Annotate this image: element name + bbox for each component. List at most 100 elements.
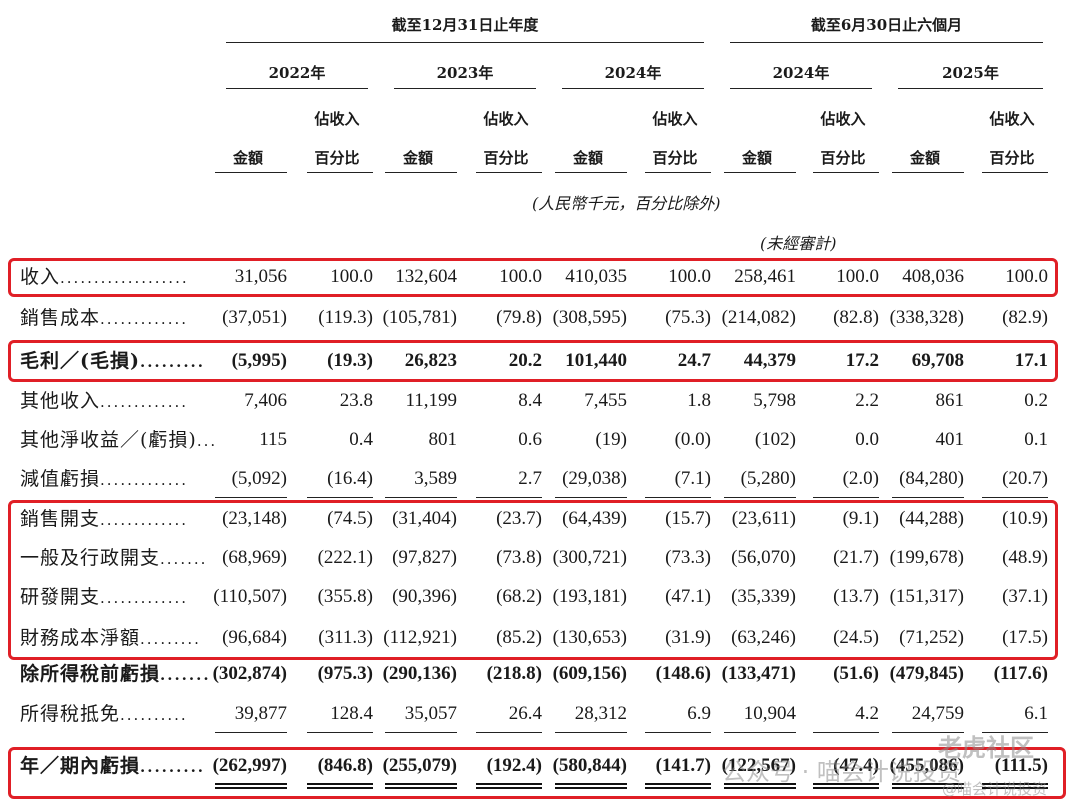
- percent-cell: (82.9): [1002, 307, 1048, 328]
- percent-cell: (47.4): [833, 755, 879, 776]
- unaudited-note: (未經審計): [760, 234, 837, 253]
- amount-cell: (338,328): [889, 307, 964, 328]
- amount-cell: (97,827): [392, 547, 457, 568]
- double-underline: [724, 783, 796, 789]
- amount-cell: 132,604: [395, 266, 457, 287]
- watermark-wechat: 公众号 · 喵会计说投资: [722, 758, 961, 786]
- amount-cell: (112,921): [383, 627, 457, 648]
- percent-cell: (111.5): [994, 755, 1048, 776]
- amount-cell: 31,056: [234, 266, 287, 287]
- amount-cell: (193,181): [552, 586, 627, 607]
- watermark-community: 老虎社区: [938, 734, 1034, 762]
- double-underline: [982, 783, 1048, 789]
- amount-cell: (68,969): [222, 547, 287, 568]
- subheader-rule: [476, 172, 542, 173]
- percent-cell: (119.3): [318, 307, 373, 328]
- percent-cell: 100.0: [499, 266, 542, 287]
- amount-cell: (102): [754, 429, 796, 450]
- percent-cell: 17.2: [845, 350, 879, 371]
- percent-cell: 1.8: [687, 390, 711, 411]
- dot-leader: .............: [100, 393, 189, 411]
- percent-cell: (85.2): [496, 627, 542, 648]
- header-rule: [730, 88, 872, 89]
- amount-cell: (110,507): [213, 586, 287, 607]
- header-rule: [394, 88, 536, 89]
- period-header-interim: 截至6月30日止六個月: [810, 16, 963, 34]
- percent-cell: (117.6): [993, 663, 1048, 684]
- subheader-rule: [724, 172, 796, 173]
- total-underline: [724, 732, 796, 733]
- dot-leader: ...: [196, 432, 218, 450]
- pct-header-line1: 佔收入: [483, 110, 529, 128]
- amount-cell: (214,082): [721, 307, 796, 328]
- amount-cell: 3,589: [414, 468, 457, 489]
- amount-cell: 10,904: [743, 703, 796, 724]
- total-underline: [476, 497, 542, 498]
- row-label-text: 其他收入: [20, 390, 101, 412]
- total-underline: [645, 732, 711, 733]
- percent-cell: 8.4: [518, 390, 542, 411]
- amount-cell: (609,156): [552, 663, 627, 684]
- total-underline: [555, 732, 627, 733]
- amount-cell: (44,288): [899, 508, 964, 529]
- dot-leader: .........: [139, 353, 205, 371]
- percent-cell: (31.9): [665, 627, 711, 648]
- dot-leader: .............: [100, 589, 189, 607]
- row-label-text: 其他淨收益／(虧損): [20, 429, 197, 451]
- pct-header-line2: 百分比: [820, 149, 866, 167]
- row-label-text: 年／期內虧損: [20, 755, 141, 777]
- row-label-text: 除所得稅前虧損: [20, 663, 161, 685]
- amount-cell: 28,312: [574, 703, 627, 724]
- table-row: 其他淨收益／(虧損)... 115 0.4 801 0.6 (19) (0.0) (102) 0…: [0, 421, 1080, 459]
- row-label-text: 銷售成本: [20, 307, 101, 329]
- amount-cell: 401: [935, 429, 965, 450]
- table-row: 減值虧損............. (5,092) (16.4) 3,589 2.7 (2…: [0, 460, 1080, 498]
- total-underline: [215, 497, 287, 498]
- dot-leader: .........: [140, 758, 206, 776]
- percent-cell: 4.2: [855, 703, 879, 724]
- amount-cell: (5,995): [231, 350, 287, 371]
- row-label: 毛利／(毛損).........: [20, 342, 205, 381]
- header-rule: [226, 42, 704, 43]
- percent-cell: (222.1): [317, 547, 373, 568]
- percent-cell: (846.8): [317, 755, 373, 776]
- period-header-annual: 截至12月31日止年度: [391, 16, 539, 34]
- subheader-rule: [982, 172, 1048, 173]
- amount-cell: (56,070): [731, 547, 796, 568]
- percent-cell: (82.8): [833, 307, 879, 328]
- amount-cell: 115: [259, 429, 287, 450]
- amount-cell: 258,461: [734, 266, 796, 287]
- amount-cell: (580,844): [552, 755, 627, 776]
- percent-cell: 100.0: [1005, 266, 1048, 287]
- total-underline: [892, 497, 964, 498]
- year-header: 2022年: [268, 64, 326, 82]
- double-underline: [307, 783, 373, 789]
- amount-cell: (90,396): [392, 586, 457, 607]
- percent-cell: 20.2: [508, 350, 542, 371]
- total-underline: [813, 732, 879, 733]
- percent-cell: (16.4): [327, 468, 373, 489]
- amount-cell: (455,086): [889, 755, 964, 776]
- subheader-rule: [892, 172, 964, 173]
- dot-leader: .............: [100, 471, 189, 489]
- row-label: 財務成本淨額.........: [20, 619, 201, 658]
- header-rule: [562, 88, 704, 89]
- percent-cell: (17.5): [1002, 627, 1048, 648]
- pct-header-line2: 百分比: [652, 149, 698, 167]
- amount-header: 金額: [402, 149, 433, 167]
- amount-cell: 861: [935, 390, 965, 411]
- total-underline: [982, 732, 1048, 733]
- table-row: 年／期內虧損......... (262,997) (846.8) (255,079)…: [0, 747, 1080, 789]
- amount-cell: (290,136): [382, 663, 457, 684]
- percent-cell: (68.2): [496, 586, 542, 607]
- amount-header: 金額: [741, 149, 772, 167]
- percent-cell: 17.1: [1014, 350, 1048, 371]
- percent-cell: 100.0: [330, 266, 373, 287]
- pct-header-line1: 佔收入: [314, 110, 360, 128]
- table-row: 毛利／(毛損)......... (5,995) (19.3) 26,823 20.2 1…: [0, 342, 1080, 380]
- amount-cell: (479,845): [889, 663, 964, 684]
- amount-cell: 7,455: [584, 390, 627, 411]
- percent-cell: (48.9): [1002, 547, 1048, 568]
- percent-cell: 23.8: [339, 390, 373, 411]
- subheader-rule: [645, 172, 711, 173]
